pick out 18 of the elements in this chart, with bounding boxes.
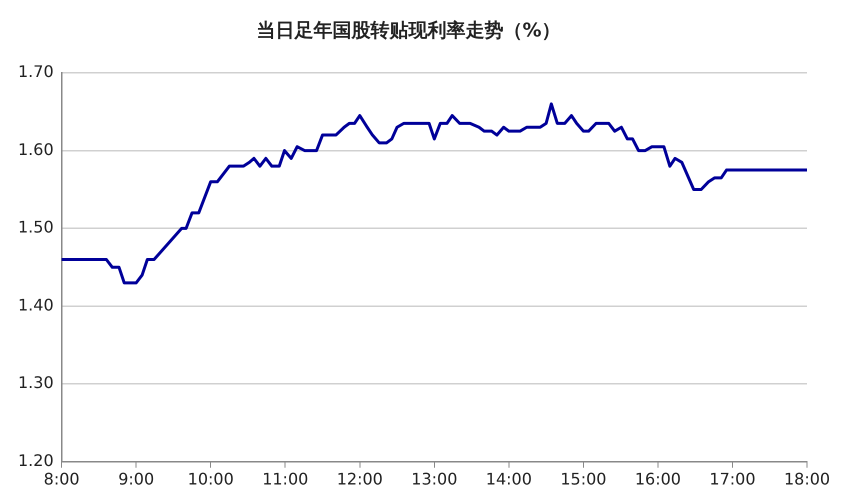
x-tick-label: 10:00 [188,470,234,489]
y-tick-label: 1.60 [18,140,54,159]
x-tick-label: 16:00 [634,470,681,489]
y-tick-label: 1.50 [18,218,54,237]
y-tick-label: 1.40 [18,295,54,314]
y-tick-label: 1.30 [18,373,54,392]
x-tick-label: 18:00 [784,470,830,489]
x-tick-label: 8:00 [44,470,80,489]
x-tick-label: 15:00 [560,470,606,489]
x-tick-label: 9:00 [118,470,154,489]
x-tick-label: 12:00 [336,470,383,489]
y-tick-label: 1.20 [18,450,54,470]
x-tick-label: 14:00 [486,470,532,489]
x-tick-label: 17:00 [709,470,756,489]
x-tick-label: 11:00 [262,470,308,489]
x-tick-label: 13:00 [411,470,458,489]
chart-title: 当日足年国股转贴现利率走势（%） [256,19,561,42]
y-tick-label: 1.70 [18,62,54,81]
